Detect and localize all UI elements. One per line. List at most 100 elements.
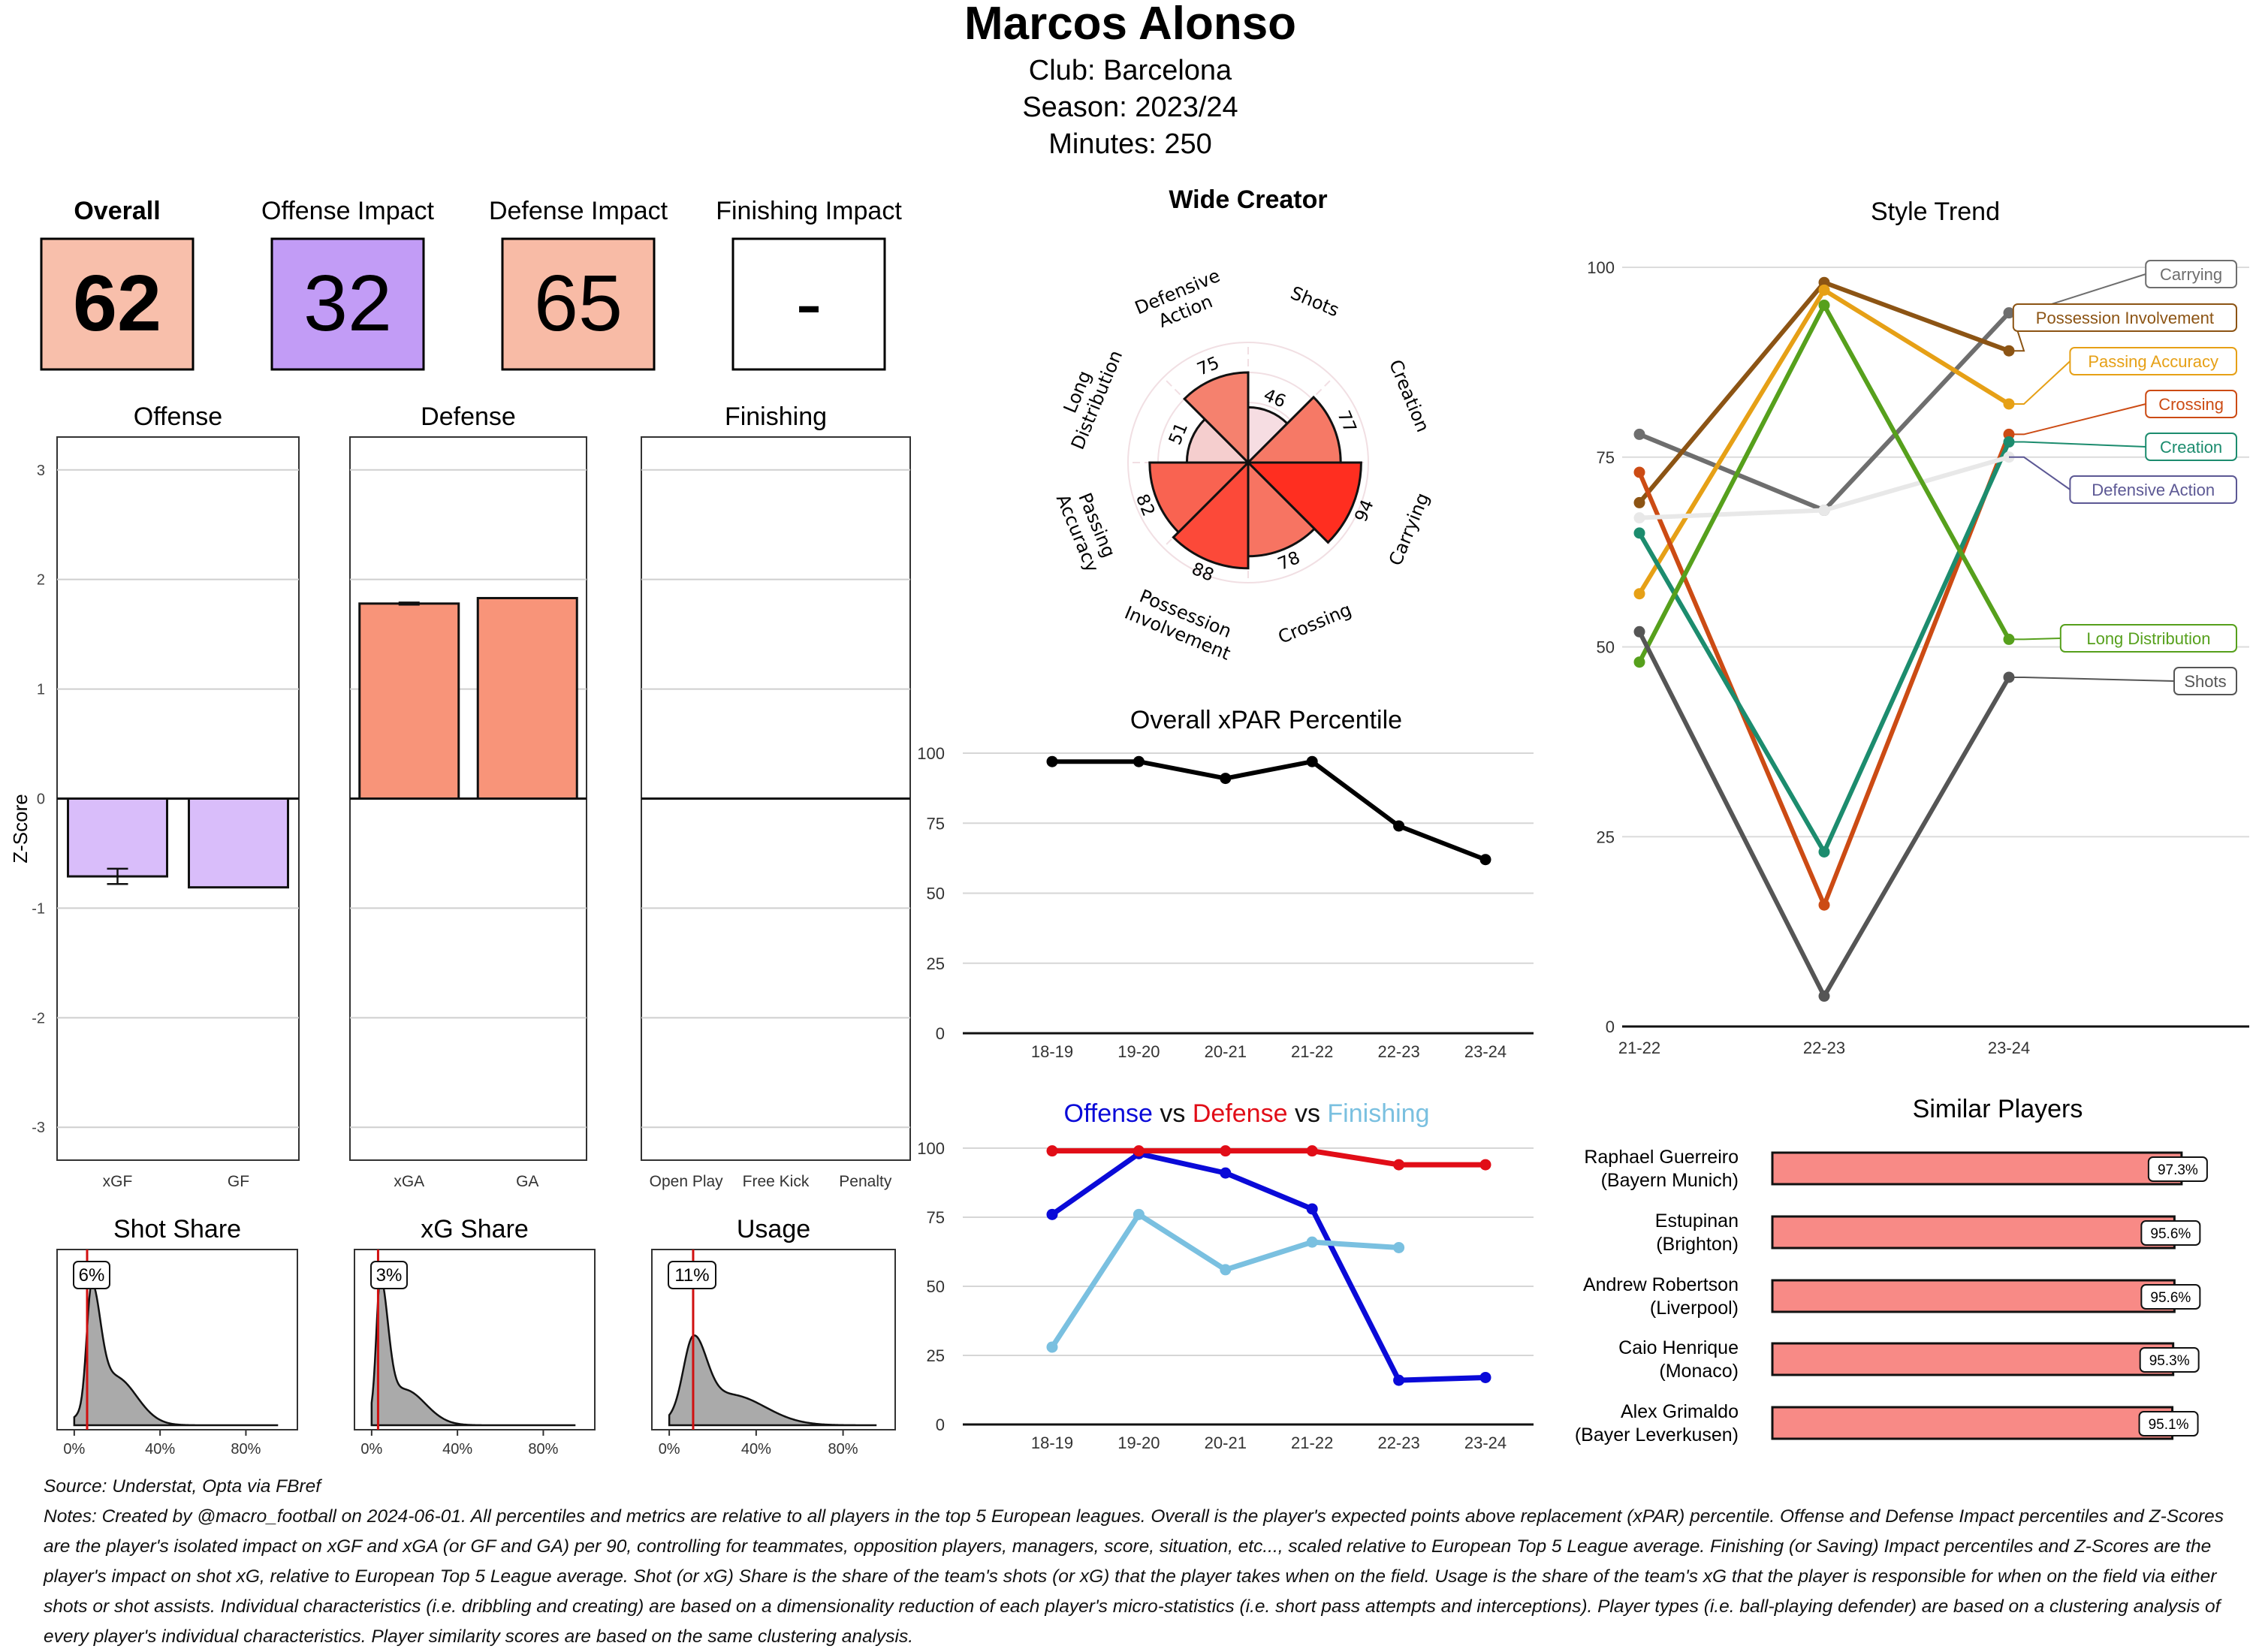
series-label-leader bbox=[2009, 638, 2061, 641]
odf-title: Offense vs Defense vs Finishing bbox=[1064, 1099, 1430, 1128]
impact-card-value: 65 bbox=[534, 259, 623, 348]
season-line: Season: 2023/24 bbox=[1022, 92, 1238, 123]
series-label-leader bbox=[2009, 403, 2146, 436]
y-tick-label: 0 bbox=[936, 1415, 945, 1434]
odf-title-part: Defense bbox=[1185, 1099, 1287, 1128]
series-point bbox=[1633, 527, 1645, 539]
similarity-label: 97.3% bbox=[2158, 1162, 2198, 1178]
series-point bbox=[1633, 466, 1645, 478]
series-label-box bbox=[2145, 433, 2237, 461]
series-line bbox=[1637, 280, 2011, 505]
series-label-box bbox=[2069, 475, 2237, 504]
series-point bbox=[1818, 846, 1830, 858]
impact-card-box bbox=[40, 237, 195, 371]
x-tick-label: 20-21 bbox=[1205, 1433, 1247, 1452]
series-point bbox=[1818, 284, 1830, 296]
series-label: Crossing bbox=[2158, 395, 2224, 414]
radar-category-label: LongDistribution bbox=[1048, 339, 1126, 453]
methodology-notes: Notes: Created by @macro_football on 202… bbox=[44, 1506, 2224, 1647]
x-tick-label: 19-20 bbox=[1117, 1042, 1160, 1061]
zscore-tick-label: 1 bbox=[37, 682, 45, 698]
radar-category-label: Shots bbox=[1287, 282, 1342, 321]
similarity-bar bbox=[1771, 1151, 2183, 1186]
player-value-label-box bbox=[668, 1261, 716, 1289]
series-point bbox=[1393, 1374, 1405, 1386]
y-tick-label: 100 bbox=[917, 744, 945, 763]
similarity-label-box bbox=[2139, 1347, 2200, 1373]
density-tick-label: 80% bbox=[828, 1441, 858, 1458]
density-panel-title: Shot Share bbox=[113, 1215, 241, 1244]
series-line bbox=[1049, 1150, 1488, 1383]
radar-category-label-line: Carrying bbox=[1385, 490, 1434, 568]
density-tick-label: 0% bbox=[63, 1441, 85, 1458]
series-point bbox=[1046, 1208, 1058, 1220]
series-label-leader bbox=[2009, 360, 2071, 405]
density-tick-label: 80% bbox=[231, 1441, 261, 1458]
similarity-label-box bbox=[2147, 1156, 2208, 1182]
y-tick-label: 75 bbox=[927, 1208, 945, 1227]
similarity-bar bbox=[1771, 1406, 2174, 1440]
x-tick-label: 23-24 bbox=[1988, 1039, 2030, 1057]
radar-wedge bbox=[1183, 371, 1250, 466]
y-tick-label: 75 bbox=[1597, 448, 1615, 467]
radar-category-label: PassingAccuracy bbox=[1052, 483, 1123, 575]
player-value-label-box bbox=[370, 1261, 408, 1289]
style-trend-title: Style Trend bbox=[1871, 197, 2000, 226]
x-tick-label: 18-19 bbox=[1031, 1042, 1073, 1061]
similar-player-name: Caio Henrique bbox=[1618, 1337, 1739, 1358]
player-value-label: 6% bbox=[79, 1265, 105, 1286]
x-tick-label: 18-19 bbox=[1031, 1433, 1073, 1452]
series-label-box bbox=[2012, 303, 2238, 332]
series-label: Long Distribution bbox=[2086, 629, 2210, 648]
y-tick-label: 25 bbox=[927, 1346, 945, 1365]
density-panel-title: Usage bbox=[737, 1215, 810, 1244]
radar-wedge bbox=[1245, 395, 1342, 464]
similar-player-club: (Brighton) bbox=[1656, 1234, 1739, 1255]
similar-player-name: Alex Grimaldo bbox=[1621, 1401, 1739, 1422]
similarity-label: 95.6% bbox=[2150, 1290, 2191, 1306]
density-area bbox=[73, 1282, 279, 1427]
zscore-panel-title: Finishing bbox=[725, 402, 827, 431]
overall-xpar-chart: Overall xPAR Percentile 0 25 50 75 100 18-19 19… bbox=[917, 706, 1534, 1061]
similar-players-chart: Similar Players Raphael Guerreiro(Bayern … bbox=[1575, 1095, 2208, 1446]
x-tick-label: 21-22 bbox=[1291, 1042, 1333, 1061]
player-value-label: 11% bbox=[674, 1265, 709, 1286]
series-point bbox=[1306, 1236, 1318, 1248]
player-name: Marcos Alonso bbox=[964, 0, 1296, 50]
series-point bbox=[1633, 656, 1645, 668]
source-note: Source: Understat, Opta via FBref bbox=[44, 1476, 321, 1497]
zscore-category-label: xGA bbox=[394, 1173, 424, 1190]
zscore-bar bbox=[358, 602, 460, 800]
similar-player-club: (Monaco) bbox=[1659, 1361, 1739, 1382]
series-point bbox=[1220, 1145, 1232, 1157]
similarity-bar bbox=[1771, 1279, 2176, 1313]
radar-value-label: 51 bbox=[1166, 420, 1192, 448]
impact-card-box bbox=[731, 237, 886, 371]
radar-category-label-line: Creation bbox=[1385, 357, 1434, 436]
x-tick-label: 22-23 bbox=[1377, 1433, 1419, 1452]
series-point bbox=[1306, 1203, 1318, 1215]
series-label: Possession Involvement bbox=[2036, 309, 2214, 327]
radar-value-label: 46 bbox=[1261, 385, 1289, 411]
odf-title-part: Offense bbox=[1064, 1099, 1153, 1128]
series-point bbox=[1633, 512, 1645, 524]
zscore-panel-title: Offense bbox=[134, 402, 222, 431]
series-point bbox=[1633, 496, 1645, 508]
similar-player-club: (Bayern Munich) bbox=[1601, 1170, 1739, 1191]
style-trend-chart: Style Trend 0 25 50 75 100 21-22 22-23 23-24 Carr… bbox=[1587, 197, 2249, 1057]
series-label: Shots bbox=[2184, 672, 2226, 691]
radar-title: Wide Creator bbox=[1169, 185, 1327, 214]
x-tick-label: 20-21 bbox=[1205, 1042, 1247, 1061]
series-line bbox=[1637, 629, 2011, 999]
series-point bbox=[1818, 300, 1830, 312]
y-tick-label: 50 bbox=[927, 1277, 945, 1296]
series-point bbox=[1046, 755, 1058, 767]
y-tick-label: 0 bbox=[1606, 1017, 1615, 1036]
series-label: Defensive Action bbox=[2092, 481, 2215, 499]
series-label-leader bbox=[2009, 441, 2146, 448]
density-tick-label: 0% bbox=[360, 1441, 382, 1458]
impact-card-label: Defense Impact bbox=[489, 197, 668, 225]
zscore-bar bbox=[67, 797, 168, 878]
radar-value-label: 77 bbox=[1333, 408, 1359, 436]
y-tick-label: 25 bbox=[927, 954, 945, 973]
